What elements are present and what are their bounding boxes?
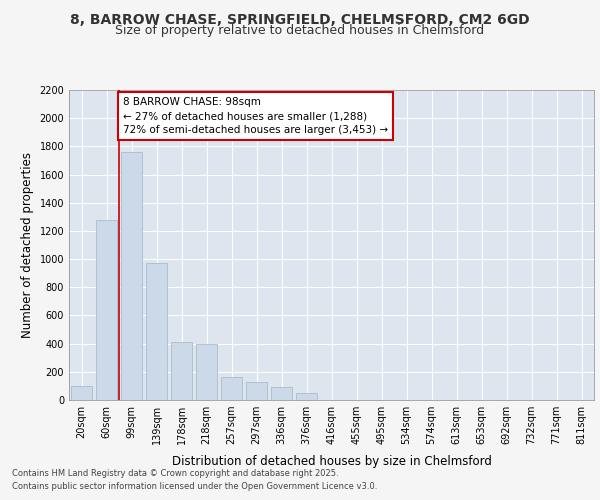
Bar <box>121 152 142 400</box>
Bar <box>246 382 267 400</box>
Text: 8 BARROW CHASE: 98sqm
← 27% of detached houses are smaller (1,288)
72% of semi-d: 8 BARROW CHASE: 98sqm ← 27% of detached … <box>123 97 388 135</box>
Text: Contains HM Land Registry data © Crown copyright and database right 2025.: Contains HM Land Registry data © Crown c… <box>12 468 338 477</box>
Bar <box>221 378 242 400</box>
Text: 8, BARROW CHASE, SPRINGFIELD, CHELMSFORD, CM2 6GD: 8, BARROW CHASE, SPRINGFIELD, CHELMSFORD… <box>70 12 530 26</box>
Bar <box>171 342 192 400</box>
Bar <box>296 393 317 400</box>
Y-axis label: Number of detached properties: Number of detached properties <box>21 152 34 338</box>
Bar <box>96 220 117 400</box>
Text: Contains public sector information licensed under the Open Government Licence v3: Contains public sector information licen… <box>12 482 377 491</box>
Bar <box>71 386 92 400</box>
X-axis label: Distribution of detached houses by size in Chelmsford: Distribution of detached houses by size … <box>172 456 491 468</box>
Text: Size of property relative to detached houses in Chelmsford: Size of property relative to detached ho… <box>115 24 485 37</box>
Bar <box>146 264 167 400</box>
Bar <box>196 344 217 400</box>
Bar <box>271 386 292 400</box>
